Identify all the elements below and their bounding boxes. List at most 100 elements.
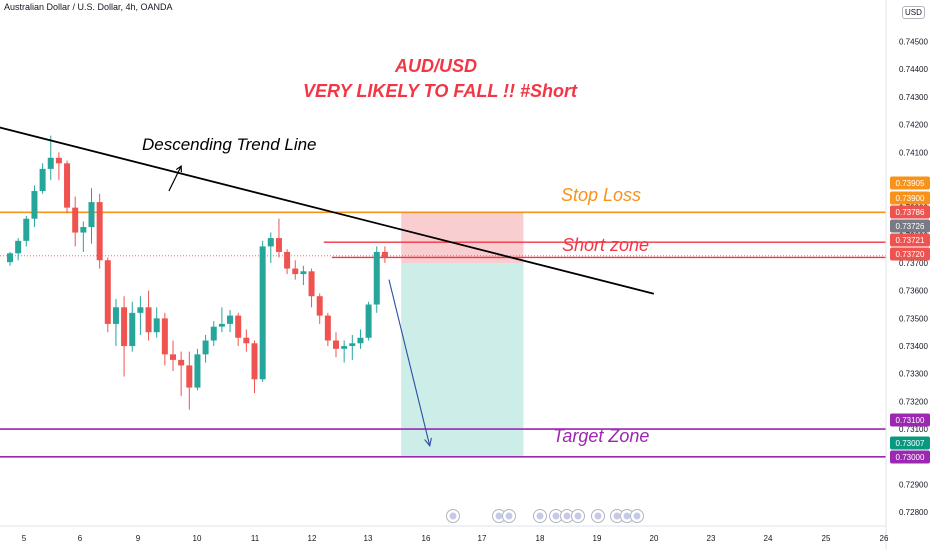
candle-body (7, 253, 13, 263)
chart-header-symbol[interactable]: Australian Dollar / U.S. Dollar, 4h, OAN… (4, 2, 173, 12)
time-tick-label: 25 (822, 534, 831, 543)
target-zone-label: Target Zone (553, 426, 649, 446)
candle-body (64, 163, 71, 208)
price-tick-label: 0.74400 (899, 65, 928, 74)
trend-label-arrow-line (168, 165, 182, 192)
event-flag-dot (563, 512, 571, 520)
candle-body (121, 307, 128, 347)
candle-body (15, 240, 22, 254)
title-line1: AUD/USD (394, 56, 477, 76)
candle-body (55, 157, 62, 164)
price-tick-label: 0.74500 (899, 38, 928, 47)
time-tick-label: 5 (22, 534, 27, 543)
candle-body (284, 251, 291, 269)
candle-body (31, 191, 38, 219)
candle-body (129, 312, 136, 347)
price-tick-label: 0.74100 (899, 148, 928, 157)
time-tick-label: 19 (593, 534, 602, 543)
candle-body (275, 238, 282, 252)
price-tag-label: 0.73721 (896, 236, 925, 245)
price-tick-label: 0.74200 (899, 121, 928, 130)
reward-zone (401, 263, 524, 457)
time-tick-label: 23 (707, 534, 716, 543)
candle-body (218, 323, 225, 327)
price-tag-label: 0.73905 (896, 179, 925, 188)
candle-body (316, 296, 323, 316)
price-tick-label: 0.72900 (899, 480, 928, 489)
time-tick-label: 13 (364, 534, 373, 543)
price-tag-badge (890, 191, 930, 205)
title-line2: VERY LIKELY TO FALL !! #Short (303, 81, 578, 101)
event-flag-dot (495, 512, 503, 520)
candle-body (88, 202, 95, 228)
candle-body (80, 227, 87, 233)
candle-body (145, 307, 152, 333)
time-tick-label: 16 (422, 534, 431, 543)
trend-line-label: Descending Trend Line (142, 135, 317, 154)
projection-arrow-head (424, 437, 432, 447)
price-tick-label: 0.73200 (899, 397, 928, 406)
price-tick-label: 0.74300 (899, 93, 928, 102)
price-tick-label: 0.73600 (899, 287, 928, 296)
price-tag-label: 0.73000 (896, 453, 925, 462)
time-tick-label: 26 (880, 534, 889, 543)
time-tick-label: 18 (536, 534, 545, 543)
candle-body (227, 315, 234, 324)
price-tick-label: 0.73700 (899, 259, 928, 268)
candle-body (267, 238, 274, 247)
price-tick-label: 0.73100 (899, 425, 928, 434)
time-tick-label: 20 (650, 534, 659, 543)
candle-body (202, 340, 209, 355)
event-flag-dot (633, 512, 641, 520)
price-tick-label: 0.73500 (899, 314, 928, 323)
candle-body (292, 268, 299, 275)
time-tick-label: 24 (764, 534, 773, 543)
candle-body (373, 251, 380, 305)
candle-body (381, 251, 388, 258)
candle-body (96, 202, 103, 261)
candle-body (112, 307, 119, 324)
candle-body (300, 271, 307, 275)
price-tag-badge (890, 436, 930, 450)
candle-body (251, 343, 258, 380)
time-tick-label: 12 (308, 534, 317, 543)
price-tick-label: 0.73300 (899, 370, 928, 379)
candle-body (308, 271, 315, 297)
event-flag-dot (623, 512, 631, 520)
candle-body (39, 168, 46, 192)
time-tick-label: 11 (251, 534, 260, 543)
price-tick-label: 0.73400 (899, 342, 928, 351)
price-tag-badge (890, 247, 930, 261)
candle-body (194, 354, 201, 388)
event-flag-dot (536, 512, 544, 520)
event-flag-dot (574, 512, 582, 520)
candle-body (243, 337, 250, 344)
currency-badge[interactable]: USD (902, 6, 925, 19)
price-tag-badge (890, 233, 930, 247)
price-tag-badge (890, 219, 930, 233)
candle-body (324, 315, 331, 341)
candle-body (72, 207, 79, 233)
event-flag-dot (449, 512, 457, 520)
candle-body (341, 346, 348, 349)
candle-body (178, 359, 185, 366)
projection-arrow-line (388, 279, 431, 446)
candle-body (365, 304, 372, 338)
price-tag-label: 0.73786 (896, 208, 925, 217)
short-zone-label: Short zone (562, 235, 649, 255)
price-tag-label: 0.73726 (896, 222, 925, 231)
time-tick-label: 10 (193, 534, 202, 543)
candle-body (153, 318, 160, 333)
price-tag-badge (890, 176, 930, 190)
stop-loss-label: Stop Loss (561, 185, 641, 205)
price-tag-badge (890, 413, 930, 427)
candle-body (357, 337, 364, 344)
candle-body (161, 318, 168, 355)
event-flag-dot (552, 512, 560, 520)
candle-body (104, 260, 111, 324)
time-tick-label: 6 (78, 534, 83, 543)
price-tag-label: 0.73100 (896, 416, 925, 425)
event-flag-dot (594, 512, 602, 520)
price-tag-label: 0.73720 (896, 250, 925, 259)
